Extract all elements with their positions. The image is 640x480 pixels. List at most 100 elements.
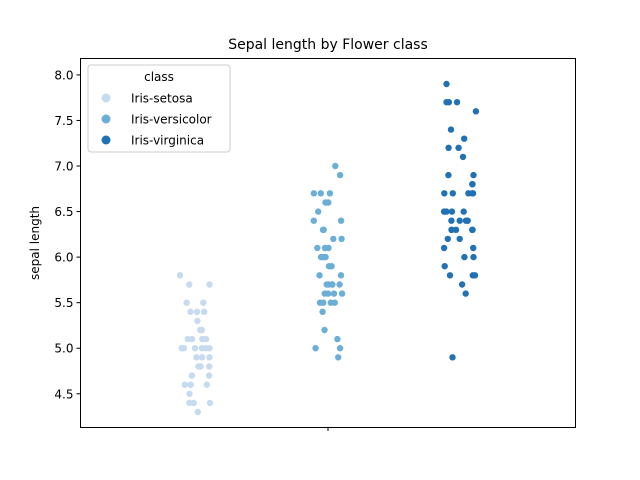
data-point-iris-versicolor: [316, 272, 323, 279]
data-point-iris-virginica: [449, 190, 456, 197]
data-point-iris-setosa: [186, 399, 193, 407]
data-point-iris-versicolor: [327, 299, 334, 306]
data-point-iris-setosa: [186, 281, 193, 288]
data-point-iris-virginica: [456, 235, 463, 243]
data-point-iris-versicolor: [328, 263, 335, 270]
data-point-iris-virginica: [445, 171, 452, 179]
data-point-iris-versicolor: [321, 290, 328, 297]
data-point-iris-virginica: [446, 272, 454, 279]
data-point-iris-versicolor: [319, 226, 327, 233]
data-point-iris-virginica: [472, 108, 480, 115]
data-point-iris-virginica: [441, 263, 448, 270]
chart-title: Sepal length by Flower class: [228, 37, 428, 53]
y-tick-label: 8.0: [54, 68, 73, 82]
data-point-iris-versicolor: [330, 290, 338, 297]
data-point-iris-virginica: [455, 144, 462, 151]
data-point-iris-setosa: [201, 308, 208, 315]
data-point-iris-setosa: [206, 281, 213, 288]
data-point-iris-versicolor: [335, 354, 342, 361]
data-point-iris-setosa: [194, 408, 201, 416]
data-point-iris-versicolor: [325, 281, 332, 288]
data-point-iris-setosa: [193, 354, 200, 361]
y-axis-ticks: 4.5 5.0 5.5 6.0 6.5 7.0 7.5 8.0: [54, 68, 81, 401]
data-point-iris-virginica: [441, 190, 448, 197]
data-point-iris-versicolor: [321, 326, 328, 334]
plot-area-frame: [80, 58, 576, 428]
legend-box: [87, 64, 231, 153]
data-point-iris-virginica: [462, 217, 470, 224]
data-point-iris-versicolor: [334, 335, 341, 343]
data-point-iris-virginica: [465, 190, 472, 197]
data-point-iris-setosa: [191, 345, 199, 352]
data-point-iris-versicolor: [321, 244, 329, 252]
data-point-iris-virginica: [469, 190, 477, 197]
data-point-iris-virginica: [452, 226, 460, 233]
y-axis-label: sepal length: [28, 206, 42, 280]
data-point-iris-versicolor: [338, 290, 346, 297]
data-point-iris-virginica: [461, 253, 468, 261]
data-point-iris-virginica: [469, 226, 476, 233]
data-point-iris-virginica: [469, 181, 476, 188]
data-point-iris-versicolor: [336, 281, 343, 288]
data-point-iris-virginica: [470, 171, 477, 179]
data-point-iris-virginica: [440, 244, 448, 252]
data-point-iris-virginica: [471, 272, 479, 279]
scatter-points: [176, 80, 480, 416]
data-point-iris-versicolor: [314, 244, 321, 252]
data-point-iris-setosa: [180, 345, 188, 352]
data-point-iris-virginica: [458, 281, 466, 288]
legend-title: class: [144, 70, 174, 84]
data-point-iris-versicolor: [317, 190, 324, 197]
data-point-iris-virginica: [444, 235, 451, 243]
data-point-iris-virginica: [448, 226, 455, 233]
legend-marker: [101, 114, 111, 124]
legend: class Iris-setosa Iris-versicolor Iris-vir…: [87, 64, 231, 153]
data-point-iris-virginica: [448, 217, 455, 224]
y-tick-label: 5.0: [54, 342, 73, 356]
y-tick-label: 7.0: [54, 160, 73, 174]
data-point-iris-setosa: [200, 299, 207, 306]
data-point-iris-setosa: [183, 299, 190, 306]
data-point-iris-setosa: [181, 381, 189, 388]
data-point-iris-versicolor: [337, 272, 345, 279]
legend-label: Iris-versicolor: [131, 113, 212, 127]
data-point-iris-virginica: [460, 208, 467, 215]
data-point-iris-versicolor: [336, 345, 344, 352]
data-point-iris-setosa: [188, 372, 196, 379]
data-point-iris-setosa: [188, 335, 196, 343]
data-point-iris-virginica: [440, 208, 448, 215]
data-point-iris-versicolor: [310, 217, 317, 224]
data-point-iris-versicolor: [320, 299, 327, 306]
data-point-iris-setosa: [206, 363, 213, 370]
data-point-iris-virginica: [449, 354, 456, 361]
data-point-iris-virginica: [459, 153, 467, 161]
data-point-iris-versicolor: [319, 308, 326, 315]
data-point-iris-setosa: [187, 308, 194, 315]
data-point-iris-virginica: [470, 244, 477, 252]
legend-marker: [101, 135, 111, 145]
data-point-iris-setosa: [194, 317, 201, 325]
data-point-iris-virginica: [456, 217, 463, 224]
data-point-iris-virginica: [461, 135, 468, 142]
data-point-iris-virginica: [443, 80, 450, 88]
data-point-iris-setosa: [203, 381, 210, 388]
data-point-iris-versicolor: [326, 190, 334, 197]
data-point-iris-virginica: [470, 253, 477, 261]
data-point-iris-versicolor: [312, 345, 319, 352]
data-point-iris-setosa: [186, 390, 193, 397]
data-point-iris-virginica: [453, 99, 461, 106]
legend-label: Iris-setosa: [131, 92, 193, 106]
y-tick-label: 6.5: [54, 205, 73, 219]
data-point-iris-versicolor: [337, 217, 345, 224]
data-point-iris-setosa: [206, 354, 213, 361]
data-point-iris-virginica: [448, 208, 456, 215]
data-point-iris-versicolor: [336, 171, 344, 179]
data-point-iris-versicolor: [315, 208, 322, 215]
data-point-iris-versicolor: [322, 199, 329, 206]
data-point-iris-setosa: [199, 335, 206, 343]
data-point-iris-setosa: [176, 272, 184, 279]
data-point-iris-setosa: [198, 354, 206, 361]
y-tick-label: 6.0: [54, 251, 73, 265]
data-point-iris-versicolor: [310, 190, 318, 197]
